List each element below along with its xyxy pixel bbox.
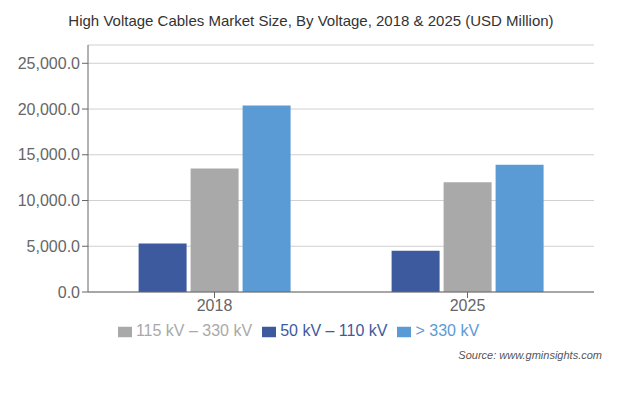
svg-text:2018: 2018 bbox=[197, 297, 233, 314]
html-text:Source: www.gminsights.com: Source: www.gminsights.com bbox=[458, 349, 602, 361]
svg-text:0.0: 0.0 bbox=[58, 284, 80, 301]
svg-text:2025: 2025 bbox=[450, 297, 486, 314]
svg-text:25,000.0: 25,000.0 bbox=[18, 55, 80, 72]
svg-text:20,000.0: 20,000.0 bbox=[18, 101, 80, 118]
svg-text:15,000.0: 15,000.0 bbox=[18, 146, 80, 163]
svg-text:10,000.0: 10,000.0 bbox=[18, 192, 80, 209]
html-text:50 kV – 110 kV: 50 kV – 110 kV bbox=[280, 322, 388, 339]
html-text:115 kV – 330 kV: 115 kV – 330 kV bbox=[135, 322, 253, 339]
html-text:High Voltage Cables Market Siz: High Voltage Cables Market Size, By Volt… bbox=[68, 12, 554, 29]
svg-text:5,000.0: 5,000.0 bbox=[27, 238, 80, 255]
html-text:> 330 kV: > 330 kV bbox=[415, 322, 480, 339]
